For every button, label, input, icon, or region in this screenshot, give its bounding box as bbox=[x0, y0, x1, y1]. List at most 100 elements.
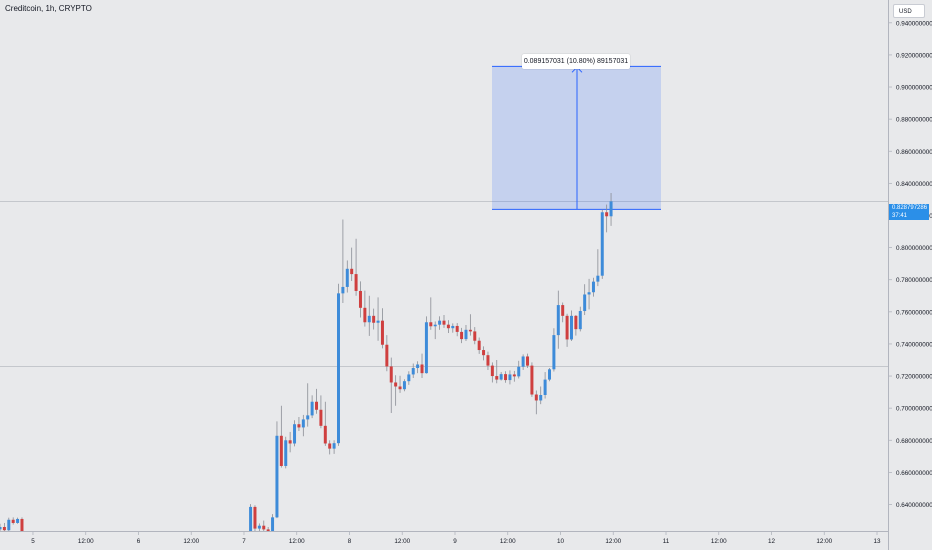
candle bbox=[7, 517, 11, 531]
time-axis[interactable]: 5 12:00 6 12:00 7 12:00 8 12:00 9 12:00 10 12:00 11 1… bbox=[31, 532, 881, 545]
price-tick-label: 0.740000000 bbox=[896, 341, 932, 348]
candle bbox=[11, 517, 15, 525]
candle-body bbox=[301, 419, 305, 428]
candle bbox=[275, 421, 279, 519]
candle bbox=[508, 370, 512, 385]
candle bbox=[565, 313, 569, 347]
price-tick-label: 0.640000000 bbox=[896, 502, 932, 509]
candle-body bbox=[257, 525, 261, 529]
candle bbox=[337, 283, 340, 446]
time-tick-label: 12:00 bbox=[394, 538, 410, 545]
candle-body bbox=[293, 424, 297, 444]
candle-body bbox=[262, 525, 266, 530]
candle bbox=[587, 278, 591, 310]
candle-body bbox=[271, 517, 275, 531]
candle bbox=[328, 440, 332, 455]
candle bbox=[354, 238, 358, 296]
currency-selector[interactable]: USD bbox=[893, 4, 925, 18]
candle bbox=[455, 323, 459, 337]
candle-body bbox=[464, 329, 468, 340]
candle bbox=[569, 310, 573, 342]
candle-body bbox=[530, 365, 534, 395]
candle bbox=[438, 316, 442, 330]
time-tick-label: 13 bbox=[874, 538, 882, 545]
measure-label: 0.089157031 (10.80%) 89157031 bbox=[522, 54, 630, 69]
price-tick-label: 0.760000000 bbox=[896, 309, 932, 316]
price-tick-label: 0.780000000 bbox=[896, 277, 932, 284]
candle-body bbox=[402, 381, 406, 390]
time-tick-label: 7 bbox=[242, 538, 246, 545]
candle bbox=[315, 388, 319, 414]
candle-body bbox=[548, 369, 551, 380]
price-tick-label: 0.940000000 bbox=[896, 20, 932, 27]
candle-body bbox=[367, 315, 371, 323]
candle bbox=[512, 370, 516, 382]
candle-body bbox=[508, 374, 512, 381]
candle-body bbox=[288, 440, 292, 444]
candle bbox=[350, 247, 354, 281]
time-tick-label: 12:00 bbox=[78, 538, 94, 545]
candle bbox=[253, 505, 257, 531]
candle-body bbox=[407, 374, 411, 382]
candle-body bbox=[512, 374, 516, 377]
measure-tool[interactable] bbox=[492, 65, 661, 210]
candle-body bbox=[455, 325, 459, 332]
candle bbox=[482, 346, 486, 361]
candle-body bbox=[358, 290, 362, 308]
candle bbox=[473, 327, 477, 345]
candle bbox=[600, 209, 604, 279]
candle bbox=[609, 193, 613, 226]
candle bbox=[543, 372, 547, 399]
candle bbox=[486, 351, 490, 370]
candle bbox=[284, 436, 288, 469]
candle-body bbox=[609, 201, 613, 217]
candle bbox=[0, 523, 2, 531]
candle-body bbox=[20, 518, 24, 531]
candle-body bbox=[354, 274, 358, 291]
candle bbox=[394, 375, 398, 406]
candle bbox=[433, 321, 437, 340]
candle bbox=[279, 405, 283, 468]
candle-body bbox=[11, 519, 15, 523]
price-axis[interactable]: 0.640000000 0.660000000 0.680000000 0.70000… bbox=[889, 20, 932, 509]
candle-body bbox=[249, 506, 253, 531]
candle bbox=[2, 522, 6, 531]
candle-body bbox=[341, 286, 345, 294]
candle-body bbox=[556, 305, 560, 336]
price-tick-label: 0.680000000 bbox=[896, 438, 932, 445]
candle bbox=[605, 204, 609, 233]
candle bbox=[596, 249, 600, 287]
candle-body bbox=[332, 443, 336, 449]
candle-body bbox=[482, 350, 486, 356]
candle-body bbox=[486, 355, 490, 366]
candle-body bbox=[473, 331, 477, 341]
candle-body bbox=[534, 394, 538, 401]
price-tick-label: 0.860000000 bbox=[896, 149, 932, 156]
candle bbox=[345, 260, 349, 293]
candle bbox=[301, 414, 305, 437]
candle-body bbox=[416, 364, 420, 369]
candle bbox=[539, 386, 543, 405]
candle bbox=[574, 315, 578, 336]
candle bbox=[358, 281, 362, 318]
candle-body bbox=[310, 401, 314, 416]
candle bbox=[363, 290, 367, 327]
candle bbox=[526, 353, 530, 369]
candle-body bbox=[266, 529, 270, 531]
candle bbox=[424, 316, 428, 374]
candle-body bbox=[569, 315, 573, 340]
candle-body bbox=[411, 368, 415, 375]
candle-body bbox=[565, 315, 569, 340]
candle bbox=[385, 335, 389, 372]
last-price-tag: 0.828797286 37:41 bbox=[889, 204, 929, 220]
candle bbox=[561, 302, 565, 323]
candle-body bbox=[275, 435, 279, 518]
candle bbox=[534, 390, 538, 415]
candle-body bbox=[389, 366, 393, 383]
price-tick-label: 0.800000000 bbox=[896, 245, 932, 252]
time-tick-label: 9 bbox=[453, 538, 457, 545]
candle bbox=[416, 361, 420, 374]
candle bbox=[583, 284, 587, 316]
